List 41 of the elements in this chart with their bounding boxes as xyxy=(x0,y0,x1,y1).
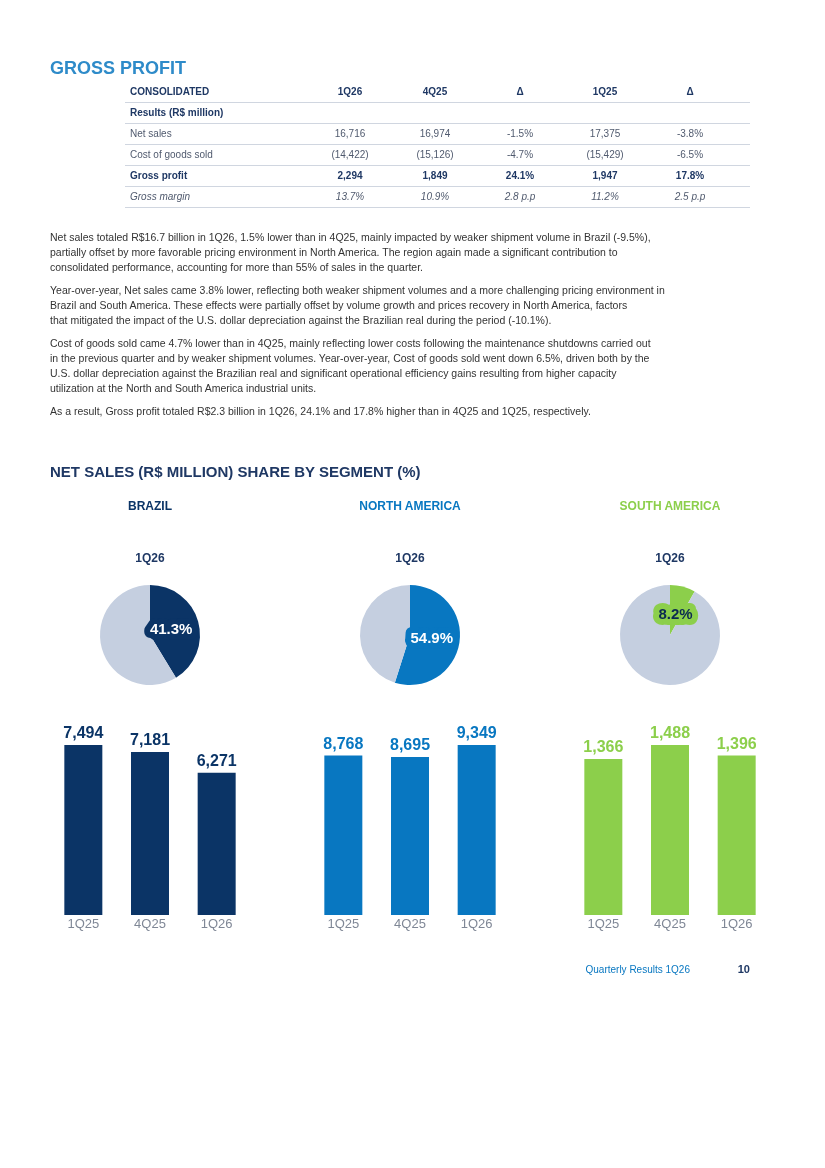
x-tick-label: 1Q26 xyxy=(200,915,233,931)
text: Cost of goods sold (14,422) (15,126) -4.7% (15,429) -6.5% xyxy=(130,149,704,160)
text: Year-over-year, Net sales came 3.8% lower, reflecting both weaker shipment volumes and a more challenging pricing environment in Brazil and South America. These effects were partially offset by volume growth and prices recovery in North America, factors that mitigated the impact of the U.S. dollar depreciation against the Brazilian real during the period (-10.1%). xyxy=(50,284,665,326)
x-tick-label: 4Q25 xyxy=(134,915,166,931)
text: CONSOLIDATED 1Q26 4Q25 Δ 1Q25 Δ xyxy=(130,86,694,97)
data-label: 6,271 xyxy=(196,751,237,769)
data-label: 7,181 xyxy=(129,731,171,749)
x-tick-label: 1Q25 xyxy=(67,915,100,931)
x-tick-label: 1Q26 xyxy=(460,915,493,931)
data-label: 8,695 xyxy=(389,735,431,753)
data-label: 1,488 xyxy=(649,724,691,741)
data-label: 1,366 xyxy=(583,737,624,755)
pie-slice xyxy=(360,585,410,683)
text: NET SALES (R$ MILLION) SHARE BY SEGMENT (%) xyxy=(50,463,421,480)
x-tick-label: 1Q26 xyxy=(720,915,753,931)
chart-title: BRAZIL xyxy=(128,499,172,513)
text: Results (R$ million) xyxy=(130,107,224,118)
text: Quarterly Results 1Q26 xyxy=(585,964,691,975)
text: GROSS PROFIT xyxy=(50,58,187,78)
data-label: 8,768 xyxy=(323,734,364,752)
text: Cost of goods sold came 4.7% lower than in 4Q25, mainly reflecting lower costs following the maintenance shutdowns carried out in the previous quarter and by weaker shipment volumes. Year-over-year, Cost of goods sold went down 6.5%, driven both by the U.S. dollar depreciation against the Brazilian real and significant operational efficiency gains resulting from higher capacity utilization at the North and South America industrial units. xyxy=(50,337,651,394)
x-tick-label: 1Q25 xyxy=(587,915,620,931)
text: Net sales totaled R$16.7 billion in 1Q26, 1.5% lower than in 4Q25, mainly impacted by weaker shipment volume in Brazil (-9.5%), partially offset by more favorable pricing environment in North America. The region again made a significant contribution to consolidated performance, accounting for more than 55% of sales in the quarter. xyxy=(50,231,651,273)
data-label: 7,494 xyxy=(63,724,104,741)
text: As a result, Gross profit totaled R$2.3 billion in 1Q26, 24.1% and 17.8% higher than in 4Q25 and 1Q25, respectively. xyxy=(50,405,591,417)
text: 10 xyxy=(737,963,750,975)
chart-subtitle: 1Q26 xyxy=(135,551,165,565)
chart-subtitle: 1Q26 xyxy=(395,551,425,565)
chart-title: SOUTH AMERICA xyxy=(619,499,721,513)
data-label: 41.3% xyxy=(149,620,193,638)
text: Net sales 16,716 16,974 -1.5% 17,375 -3.8% xyxy=(130,128,704,139)
pie-slice xyxy=(620,585,720,685)
chart-title: NORTH AMERICA xyxy=(359,499,462,513)
data-label: 1,396 xyxy=(716,734,757,752)
data-label: 9,349 xyxy=(456,724,497,741)
x-tick-label: 4Q25 xyxy=(394,915,426,931)
text: Gross profit 2,294 1,849 24.1% 1,947 17.8% xyxy=(130,170,705,181)
x-tick-label: 1Q25 xyxy=(327,915,360,931)
chart-subtitle: 1Q26 xyxy=(655,551,685,565)
text: Gross margin 13.7% 10.9% 2.8 p.p 11.2% 2.5 p.p xyxy=(130,191,706,202)
x-tick-label: 4Q25 xyxy=(654,915,686,931)
